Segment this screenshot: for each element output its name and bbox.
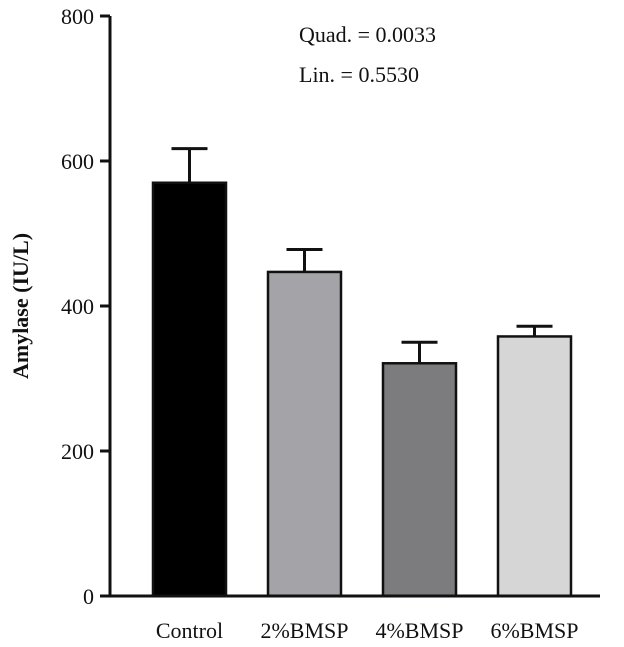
bars-layer (151, 147, 573, 598)
y-axis-title: Amylase (IU/L) (8, 233, 33, 379)
y-tick-label: 0 (83, 584, 94, 609)
quad-annotation: Quad. = 0.0033 (299, 22, 436, 47)
bar (266, 270, 343, 598)
bar (496, 335, 573, 598)
y-tick-label: 200 (61, 439, 94, 464)
x-tick-labels: Control 2%BMSP 4%BMSP 6%BMSP (156, 618, 579, 643)
x-tick-label: Control (156, 618, 223, 643)
y-tick-label: 800 (61, 4, 94, 29)
y-tick-label: 600 (61, 149, 94, 174)
x-tick-label: 2%BMSP (260, 618, 348, 643)
x-tick-label: 6%BMSP (490, 618, 578, 643)
bar (381, 362, 458, 598)
lin-annotation: Lin. = 0.5530 (299, 62, 419, 87)
y-tick-label: 400 (61, 294, 94, 319)
bar (151, 181, 228, 598)
y-ticks: 0 200 400 600 800 (61, 4, 110, 609)
x-tick-label: 4%BMSP (375, 618, 463, 643)
